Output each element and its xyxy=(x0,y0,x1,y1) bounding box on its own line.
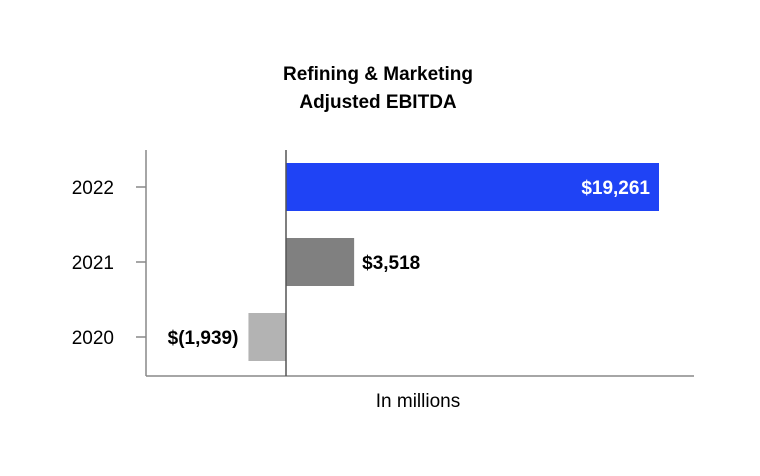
data-label-2022: $19,261 xyxy=(581,178,650,199)
bar-2022 xyxy=(286,163,659,211)
chart-title-line-1: Refining & Marketing xyxy=(283,64,473,85)
x-axis-label: In millions xyxy=(376,391,460,412)
bar-2020 xyxy=(248,313,286,361)
data-label-2020: $(1,939) xyxy=(168,328,239,349)
y-tick-label-2021: 2021 xyxy=(72,253,114,274)
y-tick-label-2020: 2020 xyxy=(72,328,114,349)
y-tick-label-2022: 2022 xyxy=(72,178,114,199)
data-label-2021: $3,518 xyxy=(362,253,420,274)
bar-2021 xyxy=(286,238,355,286)
chart-title-line-2: Adjusted EBITDA xyxy=(299,92,457,113)
plot-area: 2022 $19,261 2021 $3,518 2020 $(1,939) xyxy=(72,163,659,361)
